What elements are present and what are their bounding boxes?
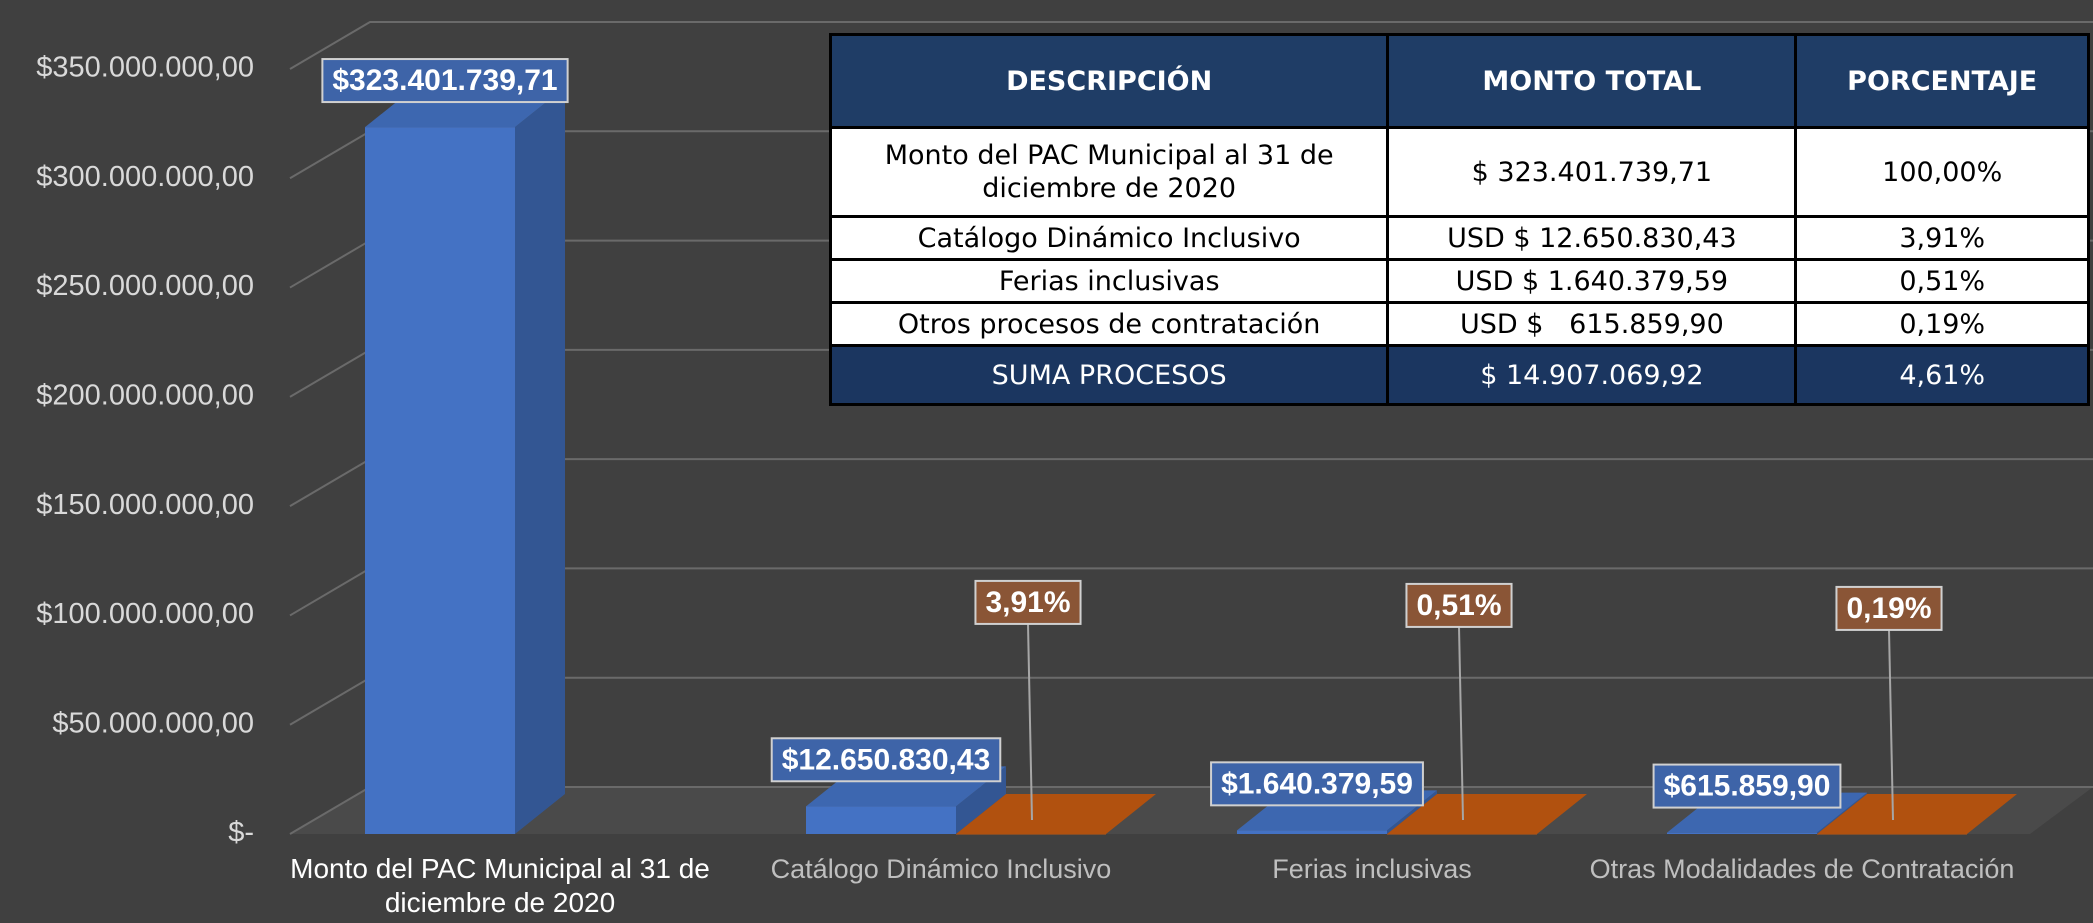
leader-line <box>1458 626 1464 821</box>
bar <box>956 834 1106 835</box>
data-label: 0,51% <box>1405 582 1513 821</box>
bar-top <box>956 794 1156 834</box>
value-label: 0,19% <box>1846 592 1931 625</box>
table-row: Otros procesos de contratación USD $ 615… <box>828 301 2090 347</box>
cell: USD $ 615.859,90 <box>1386 301 1798 347</box>
x-tick-label: Catálogo Dinámico Inclusivo <box>770 854 1112 884</box>
bar <box>1817 834 1967 835</box>
bar-top <box>1387 794 1587 834</box>
data-label: 0,19% <box>1835 585 1943 821</box>
cell: 3,91% <box>1794 215 2090 261</box>
bar <box>1387 834 1537 835</box>
table-row: Monto del PAC Municipal al 31 de diciemb… <box>828 126 2090 218</box>
cell: USD $ 12.650.830,43 <box>1386 215 1798 261</box>
y-tick-label: $100.000.000,00 <box>36 598 254 630</box>
label-box <box>1210 761 1424 807</box>
cell: 0,51% <box>1794 258 2090 304</box>
y-tick-label: $300.000.000,00 <box>36 161 254 193</box>
cell: Catálogo Dinámico Inclusivo <box>828 215 1390 261</box>
value-label: 0,51% <box>1416 589 1501 622</box>
data-label: 3,91% <box>974 579 1082 821</box>
bar <box>806 806 956 834</box>
value-label: $323.401.739,71 <box>332 64 557 97</box>
x-tick-label: Ferias inclusivas <box>1272 854 1472 884</box>
table-row: Ferias inclusivas USD $ 1.640.379,59 0,5… <box>828 258 2090 304</box>
summary-table: DESCRIPCIÓN MONTO TOTAL PORCENTAJE Monto… <box>828 33 2090 406</box>
cell: Monto del PAC Municipal al 31 de diciemb… <box>828 126 1390 218</box>
value-label: $12.650.830,43 <box>782 743 991 776</box>
grid-line <box>289 21 2093 70</box>
label-box <box>1405 582 1513 628</box>
cell: $ 323.401.739,71 <box>1386 126 1798 218</box>
cell: $ 14.907.069,92 <box>1386 344 1798 406</box>
cell: USD $ 1.640.379,59 <box>1386 258 1798 304</box>
header-cell: DESCRIPCIÓN <box>828 33 1390 129</box>
label-box <box>1652 763 1842 809</box>
cell: 0,19% <box>1794 301 2090 347</box>
y-tick-label: $- <box>228 817 254 849</box>
table-footer: SUMA PROCESOS $ 14.907.069,92 4,61% <box>828 344 2090 406</box>
y-tick-label: $250.000.000,00 <box>36 270 254 302</box>
y-tick-label: $200.000.000,00 <box>36 380 254 412</box>
label-box <box>974 579 1082 625</box>
x-tick-label: Otras Modalidades de Contratación <box>1589 854 2015 884</box>
label-box <box>321 58 569 104</box>
data-label: $12.650.830,43 <box>770 737 1002 783</box>
value-label: $615.859,90 <box>1664 770 1831 803</box>
cell: 4,61% <box>1794 344 2090 406</box>
cell: SUMA PROCESOS <box>828 344 1390 406</box>
table-header: DESCRIPCIÓN MONTO TOTAL PORCENTAJE <box>828 33 2090 129</box>
bar <box>1237 830 1387 834</box>
value-label: 3,91% <box>985 586 1070 619</box>
data-label: $323.401.739,71 <box>321 58 569 104</box>
bar-side <box>956 766 1006 834</box>
label-box <box>770 737 1002 783</box>
cell: Otros procesos de contratación <box>828 301 1390 347</box>
leader-line <box>1888 629 1894 821</box>
bar <box>1667 832 1817 834</box>
cell: Ferias inclusivas <box>828 258 1390 304</box>
y-tick-label: $150.000.000,00 <box>36 489 254 521</box>
bar-side <box>1387 790 1437 834</box>
floor <box>290 787 2093 834</box>
cell: 100,00% <box>1794 126 2090 218</box>
table-row: Catálogo Dinámico Inclusivo USD $ 12.650… <box>828 215 2090 261</box>
header-cell: MONTO TOTAL <box>1386 33 1798 129</box>
bar-top <box>1817 794 2017 834</box>
label-box <box>1835 585 1943 631</box>
value-label: $1.640.379,59 <box>1221 767 1413 800</box>
leader-line <box>1027 623 1033 821</box>
data-label: $615.859,90 <box>1652 763 1842 809</box>
y-tick-label: $50.000.000,00 <box>52 707 254 739</box>
data-label: $1.640.379,59 <box>1210 761 1424 807</box>
y-tick-label: $350.000.000,00 <box>36 52 254 84</box>
bar-side <box>1817 792 1867 834</box>
header-cell: PORCENTAJE <box>1794 33 2090 129</box>
bar <box>365 127 515 834</box>
x-tick-label: Monto del PAC Municipal al 31 de diciemb… <box>290 853 710 918</box>
bar-side <box>515 87 565 834</box>
